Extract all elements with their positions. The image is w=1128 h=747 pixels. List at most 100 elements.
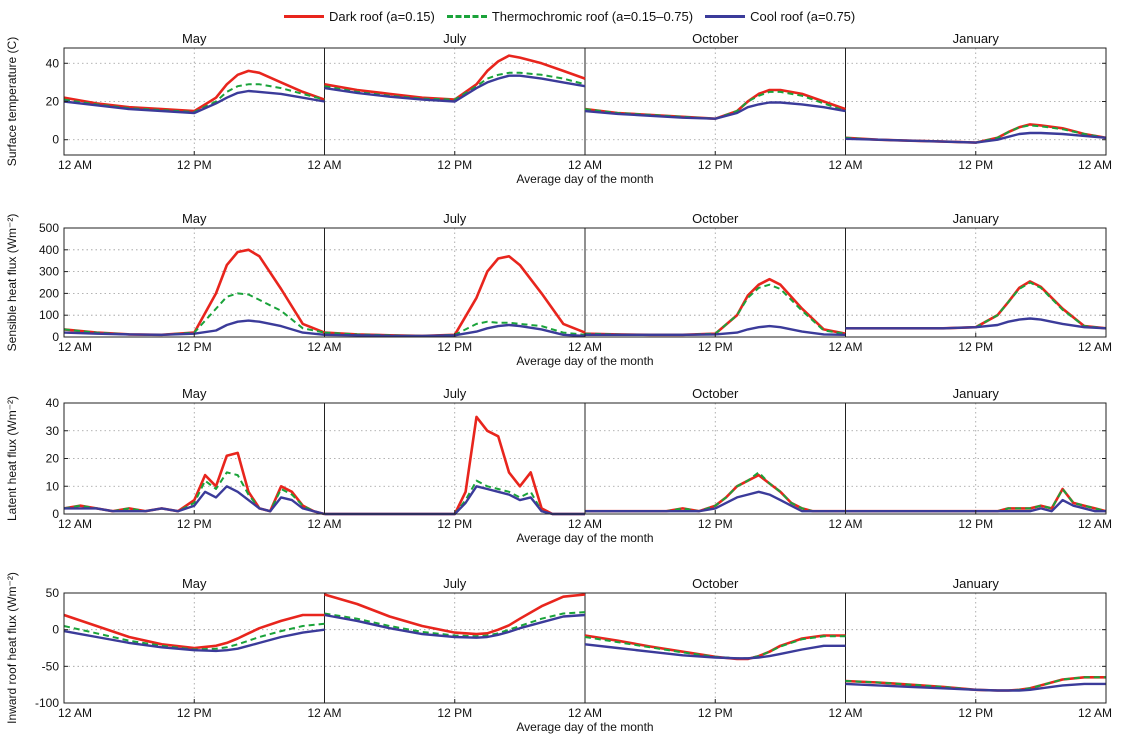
x-tick-label: 12 AM: [1078, 517, 1112, 531]
x-tick-label: 12 PM: [698, 158, 733, 172]
x-tick-label: 12 AM: [828, 706, 862, 720]
month-title: January: [953, 31, 1000, 46]
y-tick-label: 40: [46, 56, 60, 70]
legend-label: Dark roof (a=0.15): [329, 8, 435, 24]
x-tick-label: 12 PM: [177, 706, 212, 720]
series-line-cool-roof: [63, 628, 325, 653]
y-tick-label: 10: [46, 479, 60, 493]
x-tick-label: 12 PM: [958, 517, 993, 531]
y-tick-label: 200: [39, 286, 59, 300]
y-axis-label: Sensible heat flux (Wm⁻²): [5, 214, 19, 352]
x-tick-label: 12 AM: [828, 517, 862, 531]
y-tick-label: -50: [42, 659, 60, 673]
x-tick-label: 12 AM: [307, 517, 341, 531]
month-title: October: [692, 211, 739, 226]
x-tick-label: 12 AM: [1078, 706, 1112, 720]
month-title: October: [692, 31, 739, 46]
series-line-cool-roof: [64, 485, 325, 516]
x-tick-label: 12 AM: [58, 517, 92, 531]
series-line-dark-roof: [324, 54, 586, 101]
legend-item: Thermochromic roof (a=0.15–0.75): [446, 8, 694, 24]
x-tick-label: 12 AM: [828, 340, 862, 354]
chart-panel-1: 0 20 40 12 AM 12 PM 12 AM 12 PM 12 AM 12 PM 12 AM…: [5, 31, 1112, 186]
month-title: May: [182, 211, 207, 226]
legend: Dark roof (a=0.15) Thermochromic roof (a=…: [284, 6, 867, 26]
x-tick-label: 12 AM: [1078, 340, 1112, 354]
chart-panel-3: 0 10 20 30 40 12 AM 12 PM 12 AM 12 PM 12 AM 12 PM 1…: [5, 386, 1112, 545]
x-tick-label: 12 AM: [307, 340, 341, 354]
y-tick-label: 50: [46, 586, 60, 600]
series-line-cool-roof: [845, 131, 1107, 144]
x-tick-label: 12 AM: [58, 158, 92, 172]
x-tick-label: 12 PM: [177, 340, 212, 354]
chart-panel-2: 0 100 200 300 400 500 12 AM 12 PM 12 AM 12 PM 12 A…: [5, 211, 1112, 368]
y-tick-label: 0: [52, 623, 59, 637]
month-title: May: [182, 386, 207, 401]
month-title: May: [182, 576, 207, 591]
legend-item: Cool roof (a=0.75): [705, 9, 855, 24]
y-tick-label: 300: [39, 265, 59, 279]
y-axis-label: Inward roof heat flux (Wm⁻²): [5, 572, 19, 724]
month-title: July: [443, 386, 467, 401]
y-tick-label: -100: [35, 696, 59, 710]
series-line-dark-roof: [324, 593, 586, 636]
series-line-cool-roof: [63, 89, 325, 115]
x-tick-label: 12 AM: [568, 340, 602, 354]
x-tick-label: 12 AM: [1078, 158, 1112, 172]
x-axis-label: Average day of the month: [516, 354, 653, 368]
y-tick-label: 20: [46, 95, 60, 109]
series-line-cool-roof: [584, 643, 846, 660]
x-tick-label: 12 PM: [958, 340, 993, 354]
series-line-cool-roof: [585, 324, 846, 336]
y-axis-label: Surface temperature (C): [5, 37, 19, 166]
series-line-cool-roof: [584, 101, 846, 120]
chart-panel-4: -100 -50 0 50 12 AM 12 PM 12 AM 12 PM 12 AM 12 PM…: [5, 572, 1112, 734]
x-tick-label: 12 AM: [828, 158, 862, 172]
x-tick-label: 12 PM: [698, 706, 733, 720]
x-tick-label: 12 PM: [958, 706, 993, 720]
x-tick-label: 12 PM: [437, 517, 472, 531]
y-tick-label: 0: [52, 133, 59, 147]
x-axis-label: Average day of the month: [516, 172, 653, 186]
legend-swatch: [705, 14, 746, 18]
series-line-cool-roof: [324, 613, 586, 639]
x-tick-label: 12 PM: [437, 158, 472, 172]
series-line-cool-roof: [324, 323, 586, 338]
x-tick-label: 12 AM: [307, 158, 341, 172]
series-line-thermochromic-roof: [324, 611, 586, 638]
x-axis-label: Average day of the month: [516, 720, 653, 734]
series-line-cool-roof: [845, 682, 1106, 692]
legend-swatch: [446, 14, 487, 18]
series-line-dark-roof: [63, 613, 325, 650]
x-tick-label: 12 AM: [568, 158, 602, 172]
series-line-thermochromic-roof: [63, 622, 325, 651]
x-axis-label: Average day of the month: [516, 531, 653, 545]
y-tick-label: 20: [46, 452, 60, 466]
x-tick-label: 12 AM: [58, 706, 92, 720]
y-tick-label: 40: [46, 396, 60, 410]
month-title: January: [953, 211, 1000, 226]
month-title: July: [443, 31, 467, 46]
series-line-cool-roof: [585, 490, 846, 513]
month-title: October: [692, 576, 739, 591]
legend-item: Dark roof (a=0.15): [284, 9, 435, 24]
month-title: January: [953, 576, 1000, 591]
x-tick-label: 12 PM: [437, 706, 472, 720]
x-tick-label: 12 AM: [307, 706, 341, 720]
y-tick-label: 0: [52, 330, 59, 344]
x-tick-label: 12 PM: [698, 517, 733, 531]
y-axis-label: Latent heat flux (Wm⁻²): [5, 396, 19, 521]
series-line-cool-roof: [63, 319, 325, 336]
series-line-cool-roof: [845, 317, 1107, 330]
y-tick-label: 500: [39, 221, 59, 235]
x-tick-label: 12 AM: [568, 517, 602, 531]
month-title: July: [443, 576, 467, 591]
legend-label: Thermochromic roof (a=0.15–0.75): [491, 8, 694, 24]
x-tick-label: 12 PM: [437, 340, 472, 354]
series-line-cool-roof: [324, 74, 586, 103]
y-tick-label: 100: [39, 308, 59, 322]
x-tick-label: 12 PM: [958, 158, 993, 172]
y-tick-label: 30: [46, 424, 60, 438]
series-line-cool-roof: [845, 498, 1106, 513]
